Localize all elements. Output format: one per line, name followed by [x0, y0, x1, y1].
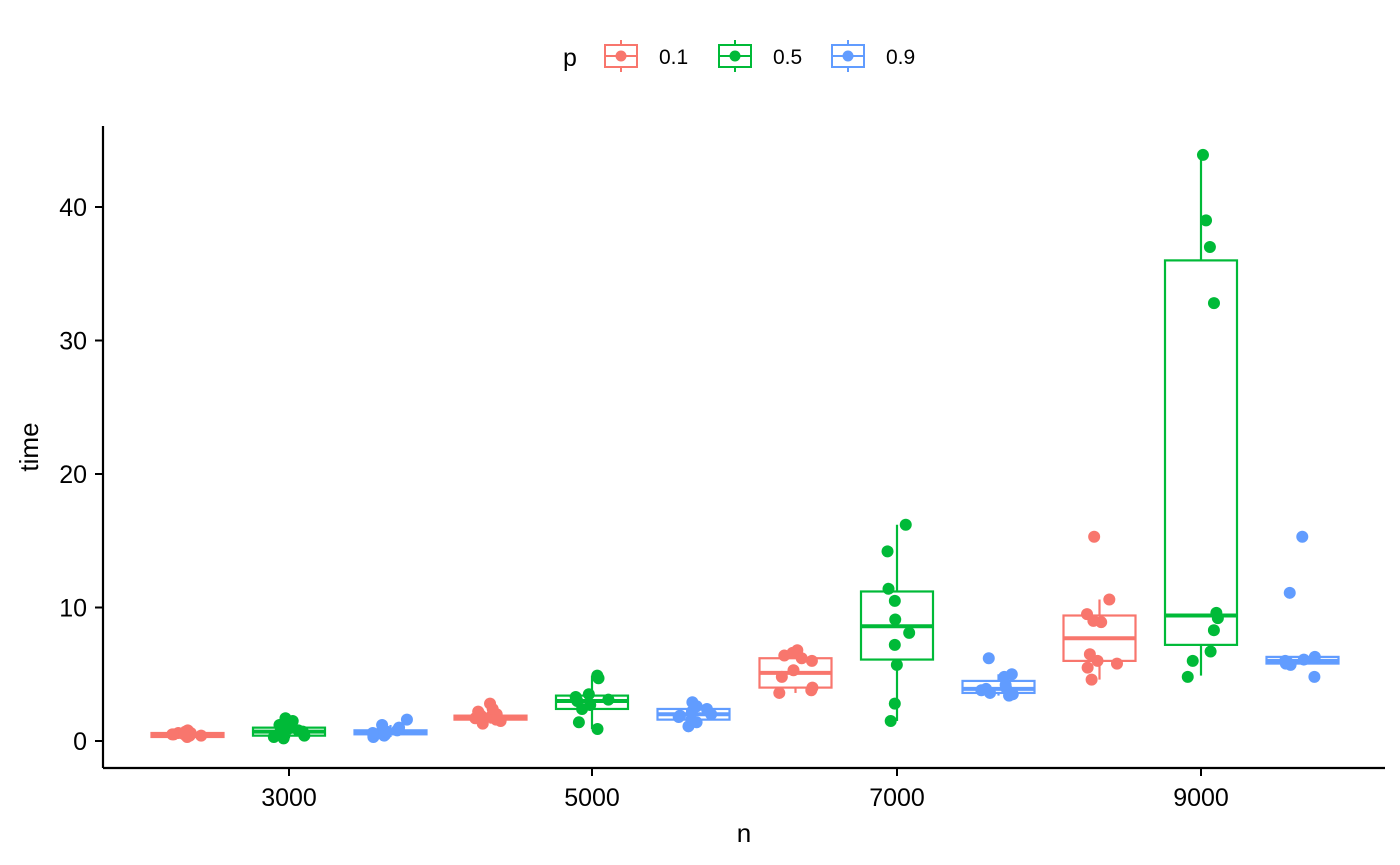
data-point [400, 713, 413, 726]
data-point [787, 664, 800, 677]
data-point [889, 613, 902, 626]
data-point [584, 698, 597, 711]
data-point [1103, 593, 1116, 606]
box [1163, 259, 1239, 646]
data-point [569, 690, 582, 703]
data-point [366, 726, 379, 739]
legend: p 0.1 0.5 0.9 [563, 40, 915, 72]
legend-item: 0.9 [831, 40, 915, 72]
box-group [758, 650, 833, 693]
data-point [1210, 606, 1223, 619]
legend-label: 0.1 [659, 46, 688, 69]
legend-point [615, 50, 627, 62]
legend-title: p [563, 44, 577, 72]
box [961, 679, 1036, 695]
data-point [773, 686, 786, 699]
data-point [1081, 661, 1094, 674]
data-point [1083, 648, 1096, 661]
legend-label: 0.5 [773, 46, 802, 69]
x-axis-title: n [737, 818, 751, 848]
data-point [686, 696, 699, 709]
data-point [1005, 668, 1018, 681]
data-point [472, 712, 485, 725]
data-point [881, 545, 894, 558]
data-point [1081, 608, 1094, 621]
data-point [602, 693, 615, 706]
data-point [1088, 530, 1101, 543]
y-axis-title: time [14, 422, 44, 471]
y-tick-label: 30 [59, 328, 87, 356]
data-point [888, 697, 901, 710]
data-point [1207, 624, 1220, 637]
data-point [795, 652, 808, 665]
data-point [572, 716, 585, 729]
data-point [1204, 645, 1217, 658]
data-point [376, 718, 389, 731]
data-point [393, 721, 406, 734]
data-point [582, 688, 595, 701]
data-point [1308, 670, 1321, 683]
data-point [1283, 586, 1296, 599]
x-tick-label: 7000 [869, 784, 925, 812]
legend-item: 0.5 [718, 40, 802, 72]
data-point [1110, 657, 1123, 670]
data-point [1207, 297, 1220, 310]
data-point [775, 670, 788, 683]
data-point [888, 594, 901, 607]
data-point [884, 714, 897, 727]
data-point [1279, 654, 1292, 667]
data-point [805, 654, 818, 667]
x-tick-label: 9000 [1173, 784, 1229, 812]
data-point [982, 652, 995, 665]
data-point [178, 728, 191, 741]
box-group [1163, 156, 1239, 676]
data-point [1297, 653, 1310, 666]
y-tick-label: 0 [73, 728, 87, 756]
box-group [1062, 599, 1137, 680]
data-point [700, 702, 713, 715]
data-point [890, 658, 903, 671]
data-point [166, 728, 179, 741]
legend-point [729, 50, 741, 62]
data-point [1200, 214, 1213, 227]
plot-panel: 0 10 20 30 40 3000 5000 7000 9000 [59, 126, 1385, 812]
data-point [1296, 530, 1309, 543]
data-point [1308, 650, 1321, 663]
legend-item: 0.1 [604, 40, 688, 72]
data-point [279, 712, 292, 725]
data-point [484, 697, 497, 710]
data-point [591, 669, 604, 682]
data-point [195, 729, 208, 742]
data-point [591, 722, 604, 735]
data-point [899, 518, 912, 531]
data-point [980, 682, 993, 695]
y-tick-label: 20 [59, 461, 87, 489]
data-point [888, 638, 901, 651]
legend-point [842, 50, 854, 62]
data-point [882, 582, 895, 595]
data-point [292, 724, 305, 737]
y-tick-label: 40 [59, 194, 87, 222]
data-point [1181, 670, 1194, 683]
data-point [1203, 241, 1216, 254]
x-tick-label: 5000 [564, 784, 620, 812]
data-point [903, 626, 916, 639]
x-tick-label: 3000 [261, 784, 317, 812]
data-point [674, 709, 687, 722]
data-point [1196, 148, 1209, 161]
data-point [1085, 673, 1098, 686]
y-tick-label: 10 [59, 595, 87, 623]
legend-label: 0.9 [886, 46, 915, 69]
data-point [1186, 654, 1199, 667]
data-point [806, 681, 819, 694]
